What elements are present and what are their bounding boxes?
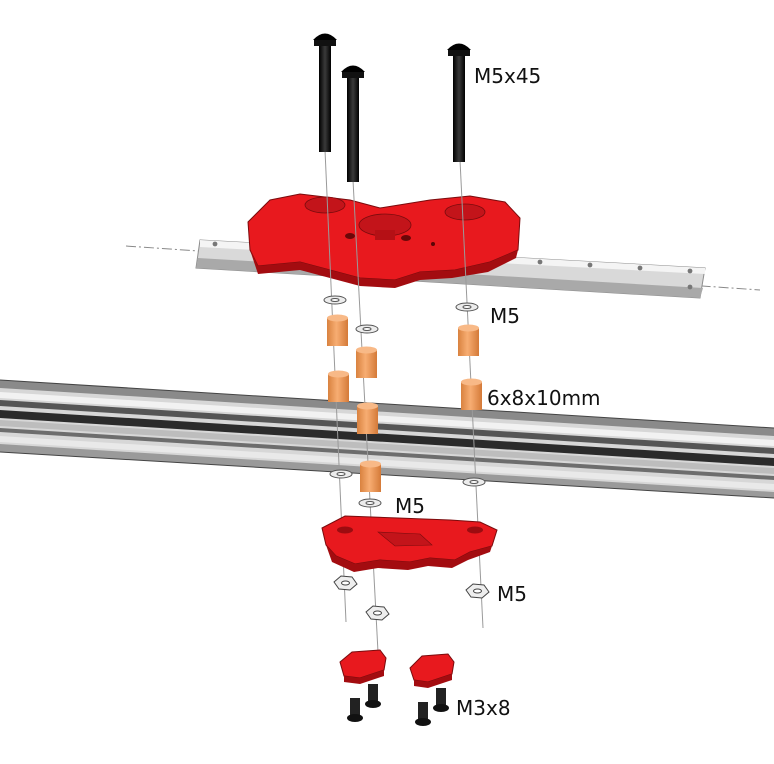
screw-3 [433,688,449,712]
bolt-m5x45-middle [341,65,365,182]
screw-1 [365,684,381,708]
label-washer-m5-bottom: M5 [395,494,425,518]
screw-4 [415,702,431,726]
aluminium-extrusion [0,379,774,499]
spacer-2 [356,346,377,378]
label-spacer-6x8x10mm: 6x8x10mm [487,386,601,410]
lower-bracket [321,515,498,572]
screw-2 [347,698,363,722]
label-screw-m3x8: M3x8 [456,696,511,720]
spacer-5 [360,460,381,492]
label-bolt-m5x45: M5x45 [474,64,542,88]
spacer-1 [327,314,348,346]
bolt-m5x45-right [447,43,471,162]
washers-m5-top [323,295,479,334]
screws-m3x8 [347,684,449,726]
bolt-m5x45-left [313,33,337,152]
spacers-6x8x10mm [327,314,482,492]
rail-clips [339,649,455,688]
spacer-6 [458,324,479,356]
washers-m5-bottom [329,469,486,508]
spacer-3 [328,370,349,402]
nuts-m5 [333,575,490,621]
spacer-7 [461,378,482,410]
label-nut-m5: M5 [497,582,527,606]
spacer-4 [357,402,378,434]
label-washer-m5-top: M5 [490,304,520,328]
carriage-block [247,193,521,288]
